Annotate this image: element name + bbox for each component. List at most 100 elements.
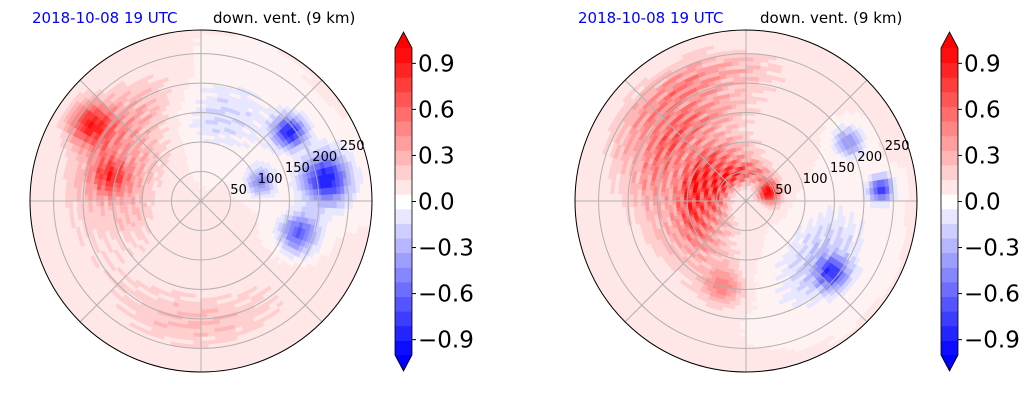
heatmap-cell — [321, 194, 326, 202]
heatmap-cell — [84, 200, 89, 208]
colorbar-swatch — [395, 340, 412, 356]
heatmap-cell — [200, 262, 205, 268]
heatmap-cell — [49, 200, 54, 210]
radial-tick-label: 100 — [258, 172, 283, 187]
heatmap-cell — [205, 103, 212, 109]
heatmap-cell — [200, 278, 206, 283]
heatmap-cell — [130, 193, 136, 198]
colorbar-swatch — [395, 135, 412, 151]
heatmap-cell — [99, 200, 105, 207]
heatmap-cell — [200, 363, 210, 369]
heatmap-cell — [192, 278, 198, 283]
heatmap-cell — [204, 278, 210, 283]
heatmap-cell — [317, 194, 322, 202]
heatmap-cell — [192, 33, 202, 39]
heatmap-cell — [293, 190, 299, 197]
heatmap-cell — [194, 324, 202, 330]
heatmap-cell — [193, 266, 198, 272]
date-label: 2018-10-08 19 UTC — [32, 9, 178, 27]
heatmap-cell — [189, 269, 194, 275]
heatmap-cell — [190, 297, 197, 303]
panel-right: 2018-10-08 19 UTC down. vent. (9 km) 501… — [574, 9, 1020, 373]
heatmap-cell — [194, 321, 202, 326]
heatmap-cell — [195, 297, 202, 303]
heatmap-cell — [297, 195, 303, 202]
heatmap-cell — [127, 189, 133, 194]
heatmap-cell — [188, 273, 194, 279]
heatmap-cell — [206, 301, 213, 307]
heatmap-cell — [321, 200, 326, 208]
heatmap-cell — [208, 123, 214, 129]
heatmap-cell — [297, 190, 303, 197]
heatmap-cell — [305, 195, 311, 202]
heatmap-cell — [204, 130, 209, 136]
heatmap-cell — [211, 96, 218, 102]
colorbar-swatch — [395, 150, 412, 166]
heatmap-cell — [131, 189, 136, 195]
heatmap-cell — [103, 190, 109, 197]
heatmap-cell — [293, 205, 299, 212]
heatmap-cell — [205, 281, 211, 287]
heatmap-cell — [192, 274, 198, 279]
heatmap-cell — [200, 309, 208, 314]
heatmap-cell — [192, 348, 202, 353]
heatmap-cell — [123, 192, 128, 198]
polar-plot — [575, 30, 917, 372]
heatmap-cell — [196, 119, 202, 124]
heatmap-cell — [305, 206, 310, 213]
radial-tick-label: 150 — [285, 161, 310, 176]
heatmap-cell — [200, 352, 210, 357]
heatmap-cell — [200, 126, 206, 132]
heatmap-cell — [103, 200, 109, 207]
heatmap-cell — [355, 184, 361, 194]
heatmap-cell — [88, 194, 93, 202]
heatmap-cell — [204, 127, 209, 132]
heatmap-cell — [200, 99, 207, 105]
heatmap-cell — [313, 200, 318, 208]
heatmap-cell — [297, 205, 303, 212]
heatmap-cell — [293, 200, 299, 207]
heatmap-cell — [197, 266, 202, 272]
heatmap-cell — [197, 262, 202, 268]
heatmap-cell — [123, 188, 129, 194]
colorbar-swatch — [395, 281, 412, 297]
colorbar-extend-max — [395, 32, 412, 48]
heatmap-cell — [320, 187, 326, 195]
heatmap-cell — [76, 207, 82, 215]
colorbar-swatch — [395, 325, 412, 341]
heatmap-cell — [200, 324, 208, 330]
heatmap-cell — [200, 266, 205, 272]
colorbar-extend-min — [395, 355, 412, 371]
heatmap-cell — [317, 200, 322, 208]
heatmap-cell — [186, 332, 195, 338]
heatmap-cell — [196, 270, 202, 276]
heatmap-cell — [103, 195, 109, 202]
heatmap-cell — [68, 193, 74, 202]
heatmap-cell — [123, 196, 128, 202]
colorbar-tick-label: 0.0 — [418, 190, 455, 216]
heatmap-cell — [192, 119, 198, 124]
heatmap-cell — [254, 228, 261, 235]
heatmap-cell — [64, 200, 70, 209]
heatmap-cell — [205, 293, 212, 299]
heatmap-cell — [276, 104, 285, 112]
heatmap-cell — [119, 204, 124, 210]
heatmap-cell — [41, 200, 47, 210]
heatmap-cell — [204, 266, 209, 272]
heatmap-cell — [119, 192, 124, 198]
heatmap-cell — [188, 308, 196, 314]
heatmap-cell — [91, 195, 97, 202]
heatmap-cell — [328, 193, 334, 202]
heatmap-cell — [84, 194, 89, 202]
heatmap-cell — [192, 355, 202, 361]
heatmap-cell — [200, 321, 208, 326]
heatmap-cell — [271, 167, 278, 174]
heatmap-cell — [84, 206, 90, 214]
panel-left: 2018-10-08 19 UTC down. vent. (9 km) 501… — [29, 9, 474, 373]
heatmap-cell — [327, 214, 333, 222]
heatmap-cell — [262, 193, 268, 198]
colorbar-tick-label: 0.6 — [418, 97, 455, 123]
heatmap-cell — [130, 200, 136, 205]
heatmap-cell — [123, 204, 128, 210]
heatmap-cell — [200, 355, 210, 361]
